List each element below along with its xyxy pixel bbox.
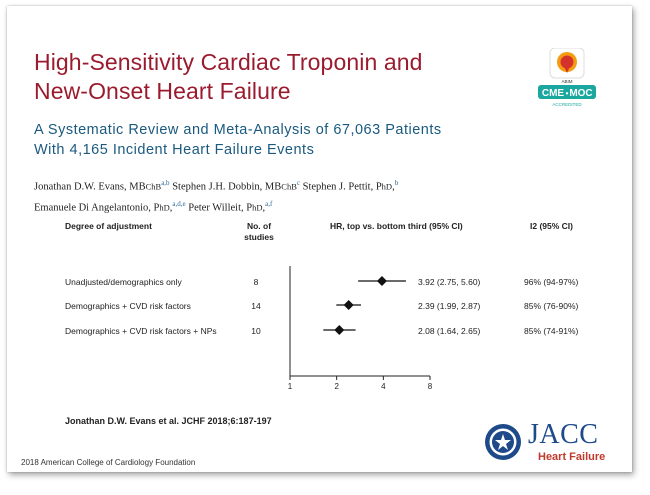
badge-cme-label: CME [542, 88, 565, 99]
author-line-2: Emanuele Di Angelantonio, PhD,a,d,e Pete… [34, 199, 273, 214]
badge-separator: • [566, 89, 569, 98]
x-tick-label: 2 [334, 382, 339, 390]
x-tick-label: 8 [428, 382, 433, 390]
badge-top-text: ABIM [561, 79, 572, 84]
author-degree: ChB [281, 181, 297, 192]
acc-seal-icon [485, 424, 521, 460]
estimate-diamond [334, 325, 345, 335]
citation: Jonathan D.W. Evans et al. JCHF 2018;6:1… [65, 416, 272, 426]
author-line-1: Jonathan D.W. Evans, MBChBa,b Stephen J.… [34, 179, 399, 193]
title-line-1: High-Sensitivity Cardiac Troponin and [34, 49, 423, 75]
badge-ribbon-icon [563, 64, 571, 73]
author-name: Peter Willeit, P [188, 202, 253, 213]
author-name: Emanuele Di Angelantonio, P [34, 202, 160, 213]
badge-moc-label: MOC [569, 88, 592, 99]
header-studies-line-1: No. of [246, 221, 272, 231]
author-name: Jonathan D.W. Evans, MB [34, 181, 146, 193]
slide-card [7, 6, 632, 472]
row-label: Demographics + CVD risk factors + NPs [65, 326, 217, 336]
slide-subtitle: A Systematic Review and Meta-Analysis of… [34, 120, 442, 160]
row-studies: 14 [251, 301, 261, 311]
author-name: Stephen J.H. Dobbin, MB [172, 181, 282, 193]
journal-name: JACC [528, 419, 599, 450]
author-affiliation: b [394, 179, 399, 187]
author-degree: ChB [145, 181, 162, 192]
author-affiliation: a,d,e [172, 199, 186, 208]
title-line-2: New-Onset Heart Failure [34, 78, 291, 104]
header-hr: HR, top vs. bottom third (95% CI) [330, 221, 463, 231]
badge-banner [538, 85, 596, 99]
row-label: Demographics + CVD risk factors [65, 301, 191, 311]
author-degree: hD [159, 202, 170, 212]
estimate-diamond [343, 300, 354, 310]
author-name: Stephen J. Pettit, P [302, 181, 382, 193]
slide-title: High-Sensitivity Cardiac Troponin and Ne… [34, 48, 423, 106]
author-affiliation: c [296, 179, 300, 187]
row-i2: 85% (74-91%) [524, 326, 579, 336]
author-degree: hD [252, 202, 263, 212]
header-studies-line-2: studies [244, 232, 274, 242]
row-hr: 2.08 (1.64, 2.65) [418, 326, 481, 336]
author-affiliation: a,f [265, 199, 273, 208]
cme-moc-badge: ABIM CME • MOC ACCREDITED [538, 48, 596, 107]
badge-accredited-label: ACCREDITED [552, 102, 582, 107]
x-tick-label: 1 [288, 382, 293, 390]
row-studies: 8 [253, 277, 259, 287]
copyright: 2018 American College of Cardiology Foun… [21, 458, 196, 467]
author-list: Jonathan D.W. Evans, MBChBa,b Stephen J.… [34, 175, 398, 216]
subtitle-line-2: With 4,165 Incident Heart Failure Events [34, 142, 315, 158]
journal-logo: JACC Heart Failure [484, 419, 614, 466]
author-degree: hD [381, 181, 393, 192]
header-adjustment: Degree of adjustment [65, 221, 152, 231]
row-studies: 10 [251, 326, 261, 336]
row-i2: 96% (94-97%) [524, 277, 579, 287]
header-i2: I2 (95% CI) [530, 221, 573, 231]
author-affiliation: a,b [161, 179, 170, 187]
subtitle-line-1: A Systematic Review and Meta-Analysis of… [34, 122, 442, 138]
forest-plot: 1 2 4 8 [288, 266, 433, 390]
row-hr: 3.92 (2.75, 5.60) [418, 277, 481, 287]
estimate-diamond [376, 276, 387, 286]
row-hr: 2.39 (1.99, 2.87) [418, 301, 481, 311]
header-studies: No. of studies [237, 221, 281, 243]
journal-subtitle: Heart Failure [538, 451, 606, 463]
x-tick-label: 4 [381, 382, 386, 390]
row-label: Unadjusted/demographics only [65, 277, 182, 287]
row-i2: 85% (76-90%) [524, 301, 579, 311]
